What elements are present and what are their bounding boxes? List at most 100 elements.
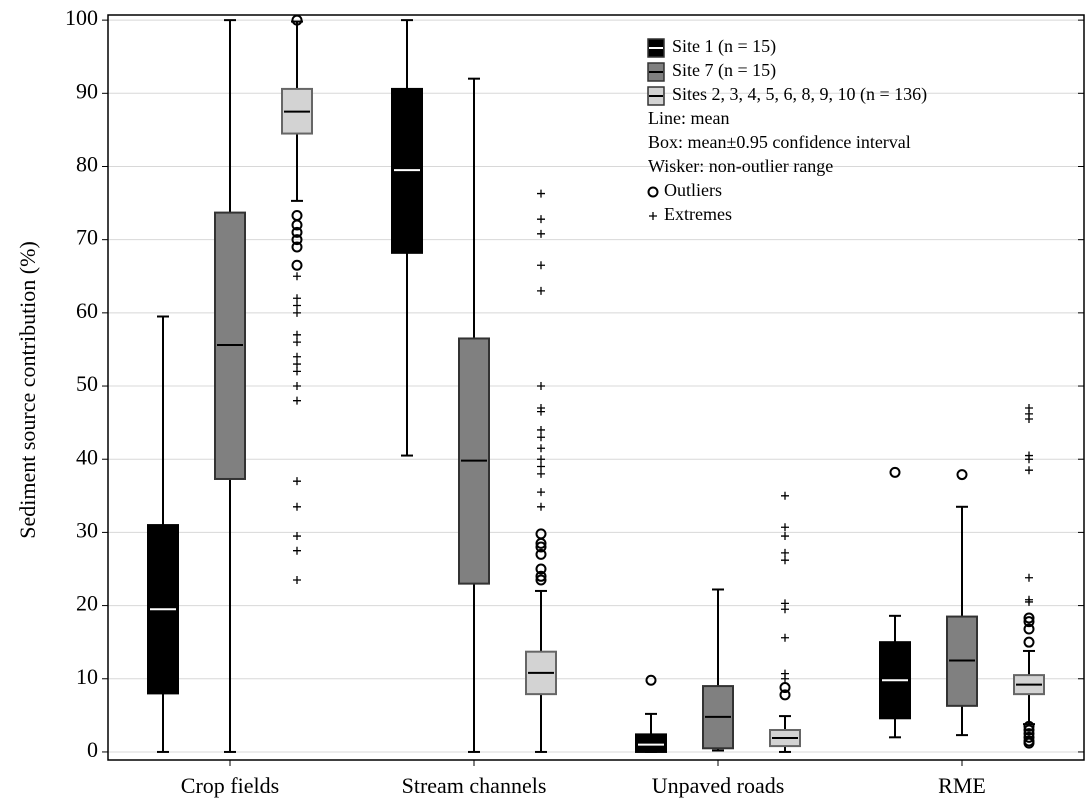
legend-label: Site 1 (n = 15) [672,36,776,57]
outlier [956,469,968,481]
x-tick-label: Stream channels [402,773,547,798]
y-tick-label: 100 [65,5,98,30]
extreme [293,272,301,281]
legend-note: Box: mean±0.95 confidence interval [648,132,911,152]
extreme [537,261,545,270]
extreme [781,605,789,614]
extreme [537,215,545,224]
outlier [535,541,547,553]
extreme [293,330,301,339]
extreme [537,229,545,238]
extreme [537,455,545,464]
outlier [291,259,303,271]
y-tick-label: 30 [76,517,98,542]
outlier [291,234,303,246]
outlier [779,682,791,694]
outlier [1023,623,1035,635]
outlier [535,548,547,560]
extreme [537,462,545,471]
extreme [293,360,301,369]
extreme [293,352,301,361]
outlier [291,219,303,231]
outlier [291,226,303,238]
y-tick-label: 50 [76,371,98,396]
extreme [537,488,545,497]
legend-outlier-marker [647,186,659,198]
outlier [535,563,547,575]
outlier [1023,616,1035,628]
extreme [1025,455,1033,464]
y-tick-label: 70 [76,225,98,250]
legend-note: Extremes [664,204,732,224]
extreme [293,532,301,541]
y-tick-label: 10 [76,664,98,689]
extreme [293,367,301,376]
extreme [293,477,301,486]
x-tick-label: RME [938,773,986,798]
extreme [293,396,301,405]
box [635,733,667,753]
y-tick-label: 90 [76,78,98,103]
outlier [645,674,657,686]
extreme [293,294,301,303]
legend-label: Sites 2, 3, 4, 5, 6, 8, 9, 10 (n = 136) [672,84,927,105]
extreme [537,425,545,434]
extreme [537,189,545,198]
extreme [781,548,789,557]
extreme [537,502,545,511]
legend-note: Outliers [664,180,722,200]
outlier [535,537,547,549]
y-tick-label: 0 [87,737,98,762]
extreme [1025,466,1033,475]
y-axis-label: Sediment source contribution (%) [15,241,40,539]
y-tick-label: 40 [76,444,98,469]
extreme [781,556,789,565]
extreme [293,575,301,584]
extreme [537,433,545,442]
extreme [293,301,301,310]
outlier [291,14,303,26]
extreme [781,633,789,642]
outlier [889,466,901,478]
outlier [535,528,547,540]
outlier [1023,720,1035,732]
extreme [1025,597,1033,606]
outlier [535,570,547,582]
x-tick-label: Unpaved roads [652,773,785,798]
outlier [1023,636,1035,648]
outlier [291,210,303,222]
y-tick-label: 60 [76,298,98,323]
legend-note: Line: mean [648,108,729,128]
extreme [293,338,301,347]
extreme [1025,414,1033,423]
extreme [537,469,545,478]
extreme [293,502,301,511]
outlier [779,689,791,701]
y-tick-label: 20 [76,591,98,616]
outlier [1023,737,1035,749]
outlier [1023,731,1035,743]
extreme [293,382,301,391]
extreme [537,407,545,416]
extreme [293,546,301,555]
outlier [1023,612,1035,624]
extreme [537,286,545,295]
plot-frame [107,14,1085,761]
outlier [535,574,547,586]
legend-label: Site 7 (n = 15) [672,60,776,81]
extreme [781,532,789,541]
extreme [537,382,545,391]
x-tick-label: Crop fields [181,773,279,798]
legend-note: Wisker: non-outlier range [648,156,833,176]
outlier [1023,724,1035,736]
y-tick-label: 80 [76,152,98,177]
extreme [1025,573,1033,582]
extreme [781,674,789,683]
extreme [781,523,789,532]
extreme [537,444,545,453]
extreme [293,308,301,317]
legend-extreme-marker [649,212,657,220]
outlier [291,241,303,253]
extreme [781,491,789,500]
